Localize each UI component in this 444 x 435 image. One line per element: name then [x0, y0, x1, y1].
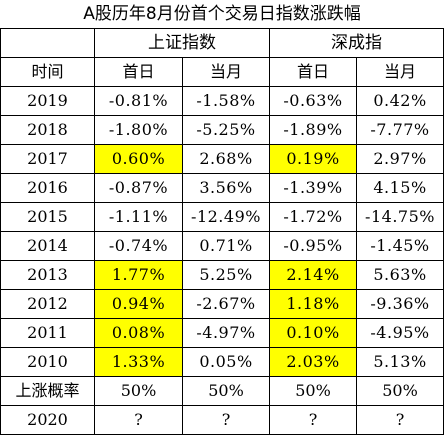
sh-month-cell: 0.71% — [182, 231, 270, 261]
forecast-sh-month: ? — [182, 405, 270, 435]
year-rows: 2019 -0.81% -1.58% -0.63% 0.42% 2018 -1.80% -5.… — [0, 86, 444, 377]
table-row: 2019 -0.81% -1.58% -0.63% 0.42% — [0, 86, 444, 116]
sh-first-day-cell: -1.11% — [94, 202, 183, 232]
table-row: 2014 -0.74% 0.71% -0.95% -1.45% — [0, 231, 444, 261]
probability-sz-month: 50% — [355, 376, 444, 406]
year-cell: 2017 — [0, 144, 95, 174]
table-row: 2015 -1.11% -12.49% -1.72% -14.75% — [0, 202, 444, 232]
group-header-row: 上证指数 深成指 — [0, 28, 444, 58]
probability-sh-first-day: 50% — [94, 376, 183, 406]
sh-first-day-cell: 1.33% — [94, 347, 183, 377]
year-cell: 2016 — [0, 173, 95, 203]
year-cell: 2012 — [0, 289, 95, 319]
column-header-time: 时间 — [0, 57, 95, 87]
column-header-sh-month: 当月 — [182, 57, 270, 87]
sz-month-cell: -9.36% — [355, 289, 444, 319]
sz-first-day-cell: 2.14% — [269, 260, 357, 290]
column-header-row: 时间 首日 当月 首日 当月 — [0, 57, 444, 87]
table-row: 2010 1.33% 0.05% 2.03% 5.13% — [0, 347, 444, 377]
year-cell: 2019 — [0, 86, 95, 116]
sh-month-cell: -12.49% — [182, 202, 270, 232]
forecast-sz-month: ? — [355, 405, 444, 435]
sz-month-cell: 0.42% — [355, 86, 444, 116]
year-cell: 2011 — [0, 318, 95, 348]
table-title: A股历年8月份首个交易日指数涨跌幅 — [83, 4, 361, 24]
sh-month-cell: -2.67% — [182, 289, 270, 319]
corner-cell — [0, 28, 95, 58]
sh-first-day-cell: 0.60% — [94, 144, 183, 174]
sh-first-day-cell: -0.74% — [94, 231, 183, 261]
sh-month-cell: -5.25% — [182, 115, 270, 145]
forecast-sh-first-day: ? — [94, 405, 183, 435]
sh-first-day-cell: -0.87% — [94, 173, 183, 203]
sz-first-day-cell: 0.10% — [269, 318, 357, 348]
sz-first-day-cell: 0.19% — [269, 144, 357, 174]
year-cell: 2015 — [0, 202, 95, 232]
sh-month-cell: 3.56% — [182, 173, 270, 203]
sz-month-cell: -14.75% — [355, 202, 444, 232]
sz-first-day-cell: -0.63% — [269, 86, 357, 116]
sh-month-cell: 2.68% — [182, 144, 270, 174]
title-row: A股历年8月份首个交易日指数涨跌幅 — [1, 0, 444, 29]
probability-sz-first-day: 50% — [269, 376, 357, 406]
sz-month-cell: -1.45% — [355, 231, 444, 261]
sz-month-cell: 5.63% — [355, 260, 444, 290]
forecast-row: 2020 ? ? ? ? — [0, 405, 444, 435]
table-row: 2013 1.77% 5.25% 2.14% 5.63% — [0, 260, 444, 290]
column-header-sz-month: 当月 — [355, 57, 444, 87]
probability-label: 上涨概率 — [0, 376, 95, 406]
year-cell: 2014 — [0, 231, 95, 261]
forecast-sz-first-day: ? — [269, 405, 357, 435]
sz-first-day-cell: -1.72% — [269, 202, 357, 232]
year-cell: 2013 — [0, 260, 95, 290]
table-row: 2018 -1.80% -5.25% -1.89% -7.77% — [0, 115, 444, 145]
sz-first-day-cell: 1.18% — [269, 289, 357, 319]
sh-first-day-cell: -1.80% — [94, 115, 183, 145]
sh-month-cell: 5.25% — [182, 260, 270, 290]
sz-first-day-cell: -1.39% — [269, 173, 357, 203]
sz-first-day-cell: -0.95% — [269, 231, 357, 261]
sz-month-cell: 2.97% — [355, 144, 444, 174]
sz-month-cell: 5.13% — [355, 347, 444, 377]
sh-first-day-cell: 1.77% — [94, 260, 183, 290]
sh-first-day-cell: 0.94% — [94, 289, 183, 319]
sz-month-cell: -7.77% — [355, 115, 444, 145]
column-header-sh-first-day: 首日 — [94, 57, 183, 87]
group-header-shanghai: 上证指数 — [94, 28, 270, 58]
sh-month-cell: -1.58% — [182, 86, 270, 116]
table-row: 2017 0.60% 2.68% 0.19% 2.97% — [0, 144, 444, 174]
year-cell: 2010 — [0, 347, 95, 377]
sz-month-cell: 4.15% — [355, 173, 444, 203]
sz-first-day-cell: 2.03% — [269, 347, 357, 377]
probability-sh-month: 50% — [182, 376, 270, 406]
sh-first-day-cell: 0.08% — [94, 318, 183, 348]
table-row: 2016 -0.87% 3.56% -1.39% 4.15% — [0, 173, 444, 203]
sh-first-day-cell: -0.81% — [94, 86, 183, 116]
sz-first-day-cell: -1.89% — [269, 115, 357, 145]
sh-month-cell: 0.05% — [182, 347, 270, 377]
table-row: 2012 0.94% -2.67% 1.18% -9.36% — [0, 289, 444, 319]
spreadsheet: A股历年8月份首个交易日指数涨跌幅 上证指数 深成指 时间 首日 当月 首日 当… — [0, 4, 444, 435]
sh-month-cell: -4.97% — [182, 318, 270, 348]
column-header-sz-first-day: 首日 — [269, 57, 357, 87]
table-row: 2011 0.08% -4.97% 0.10% -4.95% — [0, 318, 444, 348]
sz-month-cell: -4.95% — [355, 318, 444, 348]
forecast-year: 2020 — [0, 405, 95, 435]
year-cell: 2018 — [0, 115, 95, 145]
probability-row: 上涨概率 50% 50% 50% 50% — [0, 376, 444, 406]
group-header-shenzhen: 深成指 — [268, 28, 444, 58]
